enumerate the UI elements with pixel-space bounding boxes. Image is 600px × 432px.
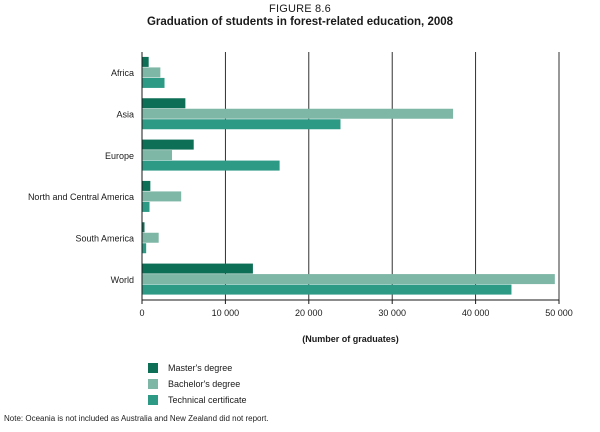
chart-legend: Master's degree Bachelor's degree Techni…	[148, 360, 247, 408]
category-label-3: North and Central America	[28, 192, 134, 202]
legend-item-bachelors: Bachelor's degree	[148, 376, 247, 392]
legend-swatch-masters	[148, 363, 158, 373]
footnote: Note: Oceania is not included as Austral…	[4, 414, 269, 423]
x-tick-label-3: 30 000	[378, 308, 406, 318]
bar-3-1	[142, 191, 182, 202]
legend-label-bachelors: Bachelor's degree	[168, 379, 241, 389]
category-label-2: Europe	[105, 151, 134, 161]
x-tick-label-1: 10 000	[212, 308, 240, 318]
legend-label-masters: Master's degree	[168, 363, 233, 373]
category-label-1: Asia	[116, 110, 134, 120]
bar-5-2	[142, 284, 512, 295]
category-label-4: South America	[75, 234, 134, 244]
x-tick-label-2: 20 000	[295, 308, 323, 318]
x-tick-label-0: 0	[139, 308, 144, 318]
x-axis-title: (Number of graduates)	[302, 334, 399, 344]
bar-3-0	[142, 180, 151, 191]
bar-2-0	[142, 139, 194, 150]
legend-label-technical: Technical certificate	[168, 395, 247, 405]
bar-4-2	[142, 243, 147, 254]
bar-0-0	[142, 56, 149, 67]
bar-2-1	[142, 150, 173, 161]
x-tick-label-5: 50 000	[545, 308, 573, 318]
bar-4-0	[142, 222, 145, 233]
x-tick-label-4: 40 000	[462, 308, 490, 318]
bar-5-0	[142, 263, 253, 274]
bar-1-1	[142, 108, 454, 119]
legend-swatch-technical	[148, 395, 158, 405]
bar-chart: Africa Asia Europe North and Central Americ…	[28, 52, 573, 344]
bar-1-0	[142, 98, 186, 109]
bar-3-2	[142, 201, 150, 212]
legend-item-technical: Technical certificate	[148, 392, 247, 408]
bar-4-1	[142, 232, 159, 243]
legend-item-masters: Master's degree	[148, 360, 247, 376]
bar-0-1	[142, 67, 161, 78]
figure-label: FIGURE 8.6	[269, 3, 331, 15]
category-label-0: Africa	[111, 68, 134, 78]
bar-0-2	[142, 77, 165, 88]
bar-5-1	[142, 274, 555, 285]
legend-swatch-bachelors	[148, 379, 158, 389]
bar-1-2	[142, 119, 341, 130]
chart-title: Graduation of students in forest-related…	[146, 16, 454, 28]
bar-2-2	[142, 160, 280, 171]
category-label-5: World	[111, 275, 134, 285]
